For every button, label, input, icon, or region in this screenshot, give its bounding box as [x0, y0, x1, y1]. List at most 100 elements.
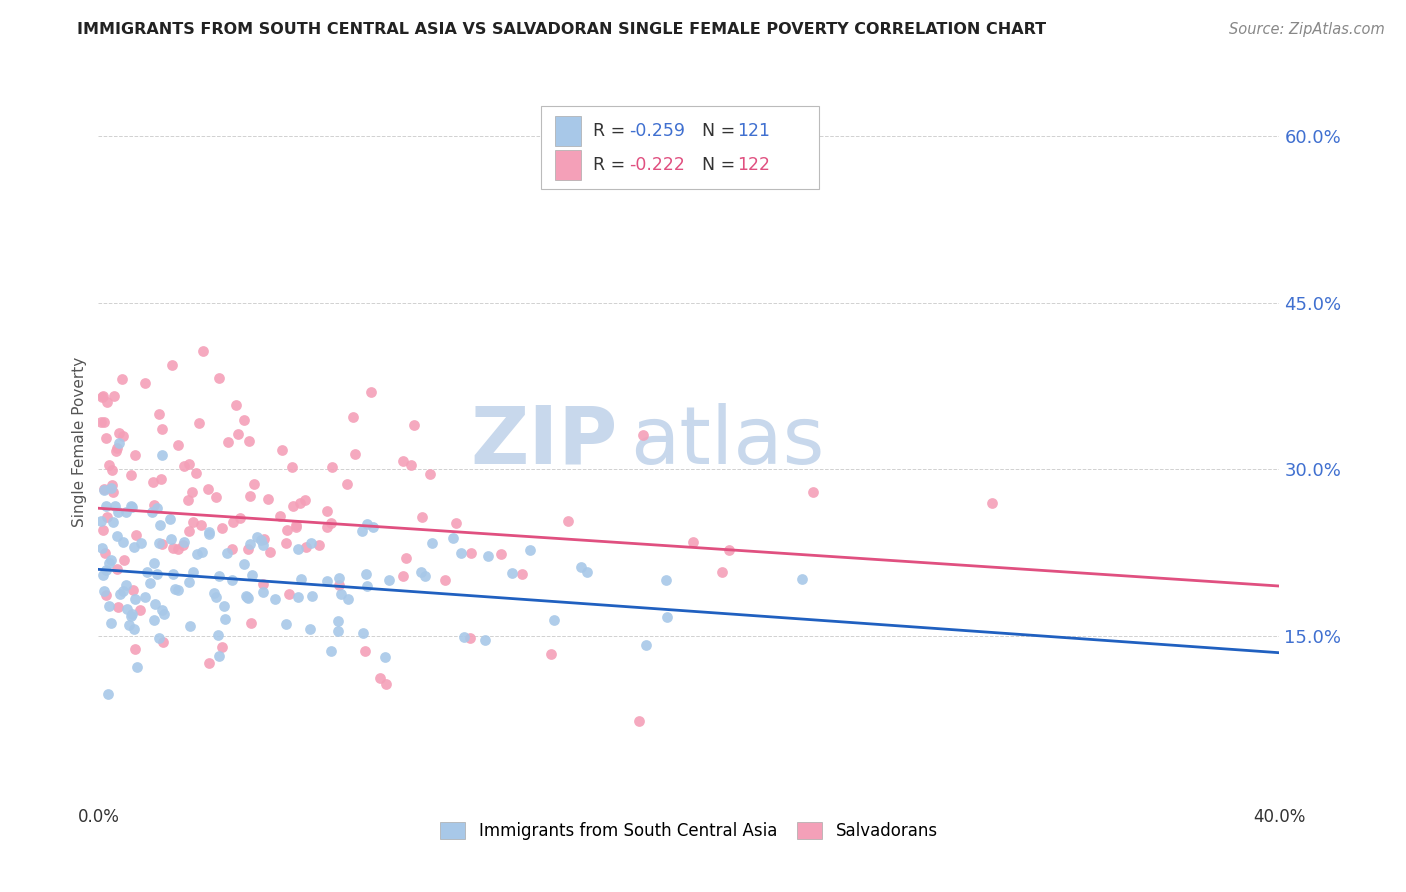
Point [294, 493, 316, 508]
Point [225, 398, 247, 412]
Point [148, 536, 170, 550]
Point [208, 371, 231, 385]
Point [284, 520, 307, 534]
Point [501, 566, 523, 580]
Point [129, 536, 152, 550]
Point [299, 622, 322, 636]
Point [221, 541, 243, 556]
Point [190, 517, 212, 532]
Point [281, 500, 304, 514]
Point [377, 573, 399, 587]
Point [374, 649, 396, 664]
Point [101, 463, 124, 477]
Point [342, 410, 364, 425]
Point [93, 482, 115, 496]
Y-axis label: Single Female Poverty: Single Female Poverty [72, 357, 87, 526]
Point [208, 648, 231, 663]
Point [191, 343, 214, 358]
Point [177, 492, 200, 507]
Point [631, 427, 654, 442]
Point [316, 520, 339, 534]
Point [181, 484, 204, 499]
Point [711, 565, 734, 579]
Point [107, 505, 129, 519]
Point [281, 460, 304, 475]
Point [217, 435, 239, 450]
Point [188, 416, 211, 430]
Point [801, 485, 824, 500]
Point [177, 524, 200, 539]
Point [374, 677, 396, 691]
Point [97, 458, 120, 472]
Point [115, 578, 138, 592]
Point [392, 454, 415, 468]
Point [120, 467, 142, 482]
Point [215, 546, 238, 560]
Point [198, 527, 221, 541]
Point [94, 546, 117, 560]
Point [173, 535, 195, 549]
Point [142, 499, 165, 513]
Point [107, 562, 129, 576]
Point [252, 538, 274, 552]
Point [111, 371, 134, 385]
Point [101, 484, 124, 499]
Point [269, 509, 291, 524]
Point [148, 407, 170, 421]
Point [177, 457, 200, 471]
Point [150, 603, 173, 617]
Point [329, 587, 352, 601]
Text: ZIP: ZIP [471, 402, 619, 481]
Point [107, 600, 129, 615]
FancyBboxPatch shape [555, 116, 582, 146]
Point [100, 615, 122, 630]
Point [91, 390, 114, 404]
Point [90, 541, 112, 556]
Point [121, 582, 143, 597]
Point [202, 586, 225, 600]
Point [93, 483, 115, 497]
Point [141, 506, 163, 520]
Point [252, 585, 274, 599]
Point [205, 490, 228, 504]
Point [287, 590, 309, 604]
Point [277, 587, 299, 601]
Point [103, 515, 125, 529]
Point [274, 616, 297, 631]
Point [93, 415, 115, 429]
Text: IMMIGRANTS FROM SOUTH CENTRAL ASIA VS SALVADORAN SINGLE FEMALE POVERTY CORRELATI: IMMIGRANTS FROM SOUTH CENTRAL ASIA VS SA… [77, 22, 1046, 37]
Point [211, 521, 233, 535]
Point [239, 489, 262, 503]
Point [181, 516, 204, 530]
Point [287, 542, 309, 557]
Point [240, 615, 263, 630]
Point [981, 496, 1004, 510]
Point [111, 584, 134, 599]
Point [150, 448, 173, 462]
Point [221, 574, 243, 588]
Point [143, 597, 166, 611]
Point [326, 624, 349, 639]
Point [356, 516, 378, 531]
Point [354, 644, 377, 658]
Point [124, 448, 146, 462]
Point [162, 541, 184, 555]
Point [319, 516, 342, 530]
Point [211, 640, 233, 654]
Point [256, 492, 278, 507]
Point [114, 553, 136, 567]
Point [294, 540, 316, 554]
Point [107, 425, 129, 440]
Point [207, 569, 229, 583]
Point [569, 560, 592, 574]
Point [124, 591, 146, 606]
Point [98, 599, 121, 614]
Point [411, 510, 433, 524]
Point [198, 656, 221, 670]
Point [634, 639, 657, 653]
FancyBboxPatch shape [541, 105, 818, 189]
Point [444, 516, 467, 531]
Point [91, 568, 114, 582]
Point [94, 563, 117, 577]
Point [94, 588, 117, 602]
